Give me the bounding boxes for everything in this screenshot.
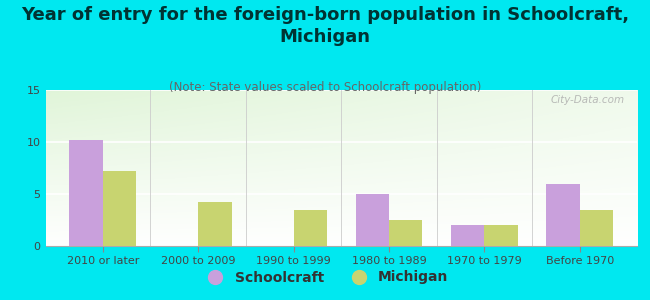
Legend: Schoolcraft, Michigan: Schoolcraft, Michigan <box>196 265 454 290</box>
Bar <box>547 184 580 246</box>
Bar <box>198 202 231 246</box>
Bar <box>580 210 613 246</box>
Bar <box>70 140 103 246</box>
Bar <box>451 225 484 246</box>
Text: City-Data.com: City-Data.com <box>551 95 625 105</box>
Text: Year of entry for the foreign-born population in Schoolcraft,
Michigan: Year of entry for the foreign-born popul… <box>21 6 629 46</box>
Bar <box>389 220 422 246</box>
Bar <box>356 194 389 246</box>
Bar <box>484 225 518 246</box>
Bar <box>294 210 327 246</box>
Bar <box>103 171 136 246</box>
Text: (Note: State values scaled to Schoolcraft population): (Note: State values scaled to Schoolcraf… <box>169 81 481 94</box>
